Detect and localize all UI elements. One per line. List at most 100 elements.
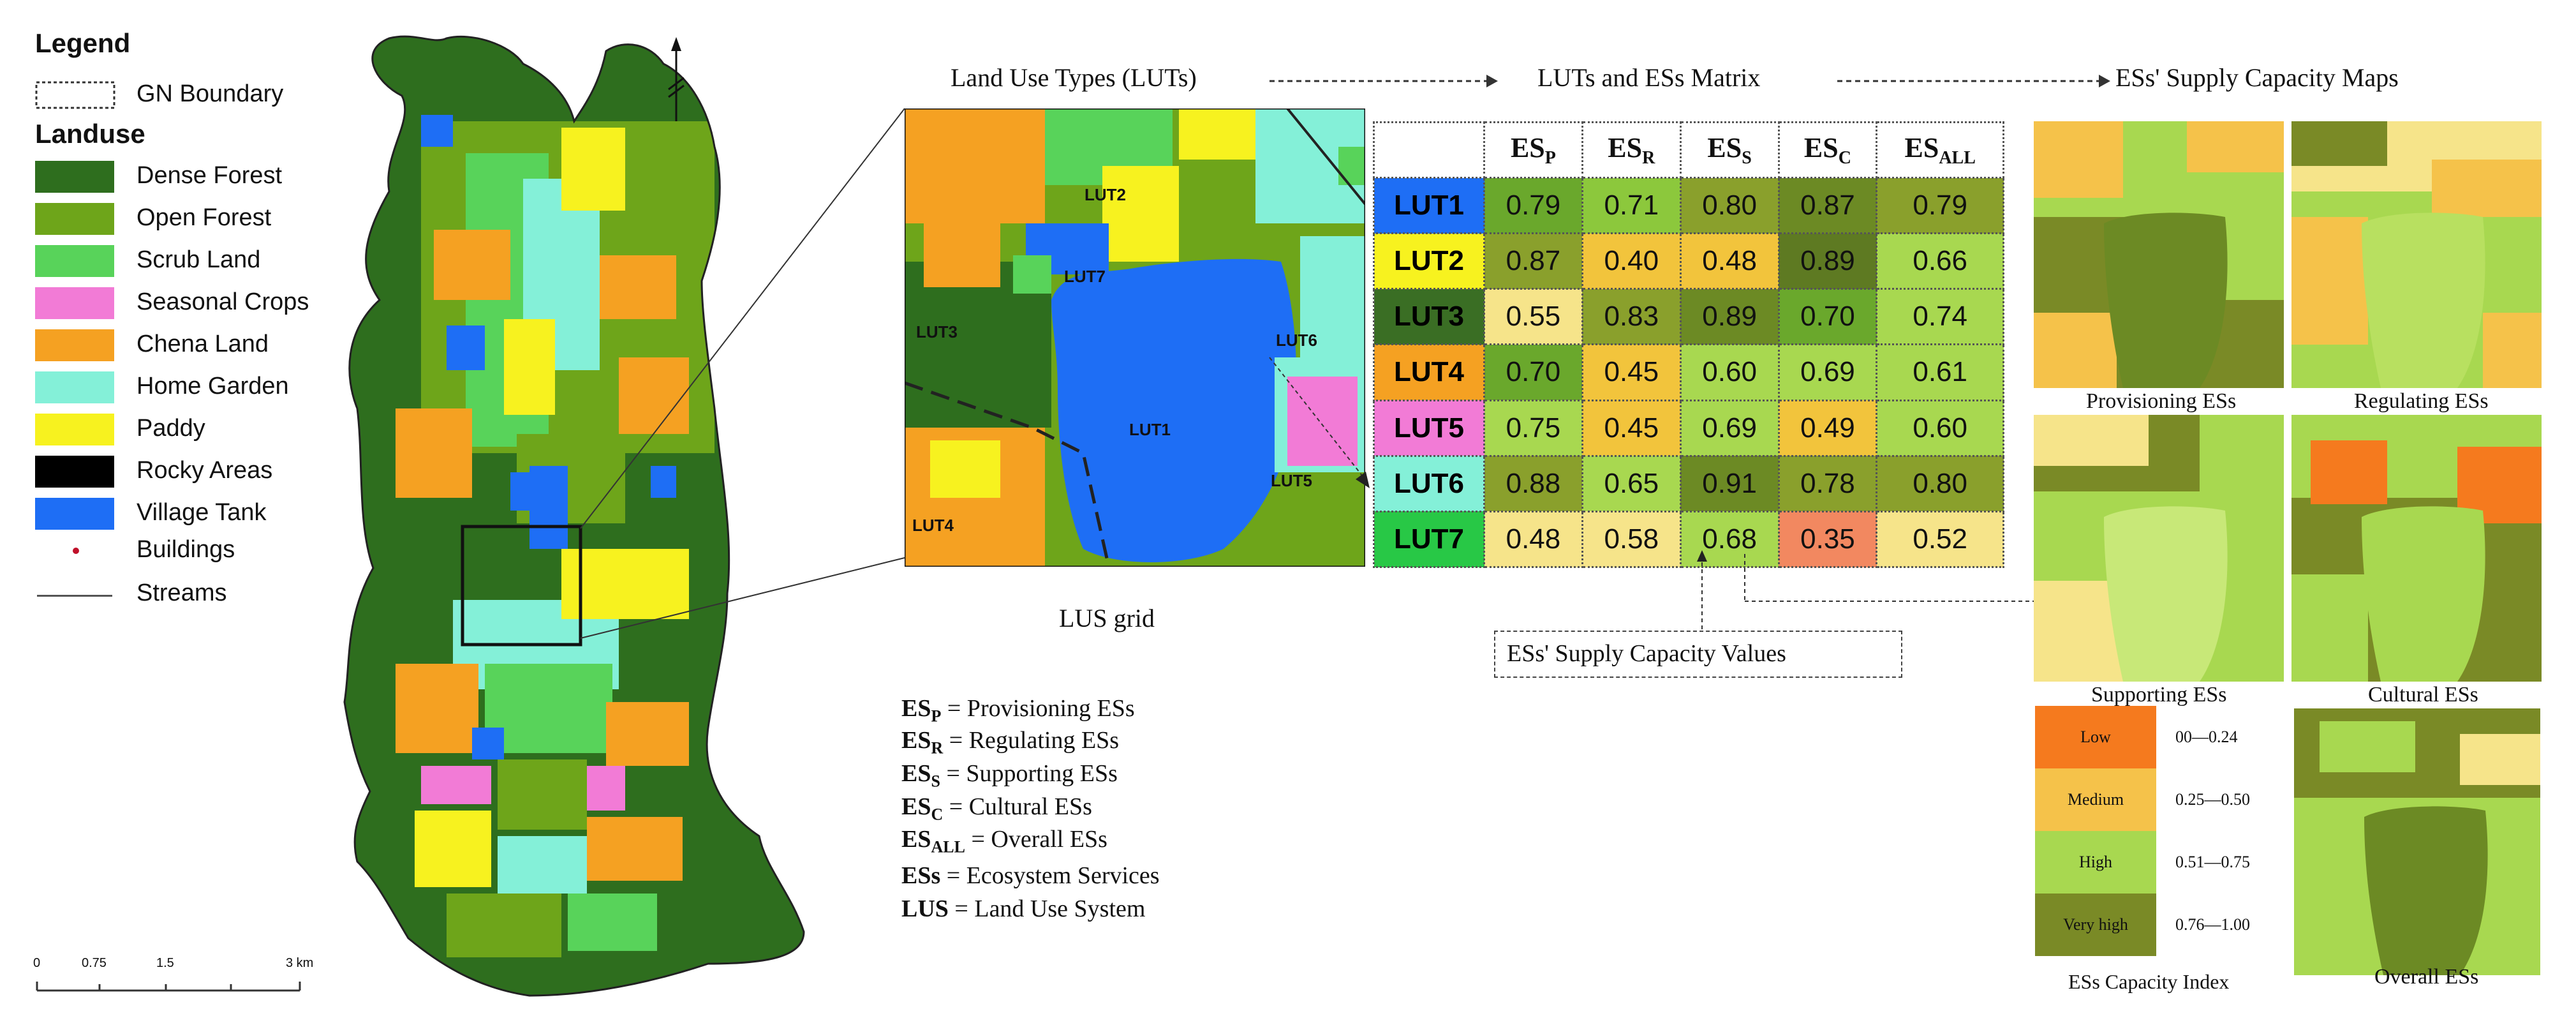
- capacity-swatch-low: Low: [2035, 706, 2156, 768]
- map-provisioning-caption: Provisioning ESs: [2086, 389, 2237, 413]
- map-cultural: [2291, 415, 2542, 682]
- map-overall: [2294, 708, 2540, 975]
- matrix-cell: 0.79: [1876, 176, 2004, 235]
- legend-label-paddy: Paddy: [137, 415, 205, 442]
- matrix-cell: 0.71: [1581, 176, 1682, 235]
- matrix-cell: 0.49: [1777, 399, 1878, 457]
- abbr-esall: ESALL = Overall ESs: [901, 826, 1107, 856]
- matrix-cell: 0.70: [1777, 288, 1878, 346]
- capacity-swatch-high: High: [2035, 831, 2156, 894]
- capacity-class-range: 0.76—1.00: [2175, 915, 2250, 934]
- matrix-cell: 0.65: [1581, 454, 1682, 512]
- capacity-swatch-medium: Medium: [2035, 768, 2156, 831]
- buildings-icon: [73, 548, 79, 554]
- matrix-cell: 0.40: [1581, 232, 1682, 290]
- matrix-cell: 0.79: [1483, 176, 1583, 235]
- scale-tick-3: 3 km: [286, 956, 314, 970]
- matrix-cell: 0.89: [1679, 288, 1780, 346]
- gn-boundary-label: GN Boundary: [137, 80, 284, 107]
- map-regulating: [2291, 121, 2542, 388]
- legend-label-home-garden: Home Garden: [137, 373, 289, 400]
- header-esall: ESALL: [1876, 121, 2004, 179]
- legend-swatch-open-forest: [35, 203, 114, 235]
- lus-label-lut6: LUT6: [1276, 331, 1317, 350]
- scale-tick-1: 0.75: [82, 956, 107, 970]
- matrix-row-lut1: LUT1 0.79 0.71 0.80 0.87 0.79: [1373, 176, 2004, 235]
- matrix-cell: 0.80: [1679, 176, 1780, 235]
- streams-label: Streams: [137, 580, 227, 606]
- matrix-cell: 0.58: [1581, 510, 1682, 569]
- abbr-ess-ecosystem: ESs = Ecosystem Services: [901, 862, 1160, 889]
- abbr-esc: ESC = Cultural ESs: [901, 793, 1092, 824]
- lus-label-lut3: LUT3: [916, 322, 958, 341]
- matrix-cell: 0.74: [1876, 288, 2004, 346]
- map-regulating-caption: Regulating ESs: [2354, 389, 2489, 413]
- legend-swatch-scrub-land: [35, 245, 114, 277]
- matrix-row-lut5: LUT5 0.75 0.45 0.69 0.49 0.60: [1373, 399, 2004, 457]
- matrix-cell: 0.78: [1777, 454, 1878, 512]
- lus-label-lut2: LUT2: [1084, 185, 1126, 204]
- matrix-cell: 0.88: [1483, 454, 1583, 512]
- matrix-row-lut2: LUT2 0.87 0.40 0.48 0.89 0.66: [1373, 232, 2004, 290]
- matrix-row-label: LUT2: [1373, 232, 1485, 290]
- lus-grid-map: [905, 108, 1365, 567]
- streams-icon: [37, 595, 112, 597]
- capacity-class-label: Medium: [2067, 790, 2124, 809]
- matrix-cell: 0.66: [1876, 232, 2004, 290]
- legend-swatch-chena-land: [35, 329, 114, 361]
- legend-label-open-forest: Open Forest: [137, 204, 272, 231]
- legend-label-dense-forest: Dense Forest: [137, 162, 283, 189]
- abbr-ess: ESS = Supporting ESs: [901, 760, 1118, 791]
- header-ess: ESS: [1679, 121, 1780, 179]
- legend-label-seasonal-crops: Seasonal Crops: [137, 288, 309, 315]
- flow-label-maps: ESs' Supply Capacity Maps: [2115, 63, 2399, 92]
- lus-grid-caption: LUS grid: [1059, 604, 1155, 632]
- map-supporting: [2034, 415, 2284, 682]
- flow-label-luts: Land Use Types (LUTs): [951, 63, 1197, 92]
- map-supporting-caption: Supporting ESs: [2091, 683, 2227, 707]
- legend-label-rocky-areas: Rocky Areas: [137, 457, 273, 484]
- lut-es-matrix: ESP ESR ESS ESC ESALL LUT1 0.79 0.71 0.80 0.…: [1373, 121, 2004, 569]
- map-provisioning: [2034, 121, 2284, 388]
- flow-label-matrix: LUTs and ESs Matrix: [1537, 63, 1761, 92]
- matrix-cell: 0.52: [1876, 510, 2004, 569]
- matrix-cell: 0.87: [1777, 176, 1878, 235]
- matrix-cell: 0.69: [1777, 343, 1878, 401]
- lus-label-lut1: LUT1: [1129, 420, 1171, 439]
- map-cultural-caption: Cultural ESs: [2368, 683, 2478, 707]
- matrix-cell: 0.91: [1679, 454, 1780, 512]
- legend-label-village-tank: Village Tank: [137, 499, 267, 526]
- matrix-cell: 0.48: [1679, 232, 1780, 290]
- matrix-cell: 0.87: [1483, 232, 1583, 290]
- matrix-cell: 0.89: [1777, 232, 1878, 290]
- values-caption-box: [1494, 631, 1902, 678]
- legend-label-scrub-land: Scrub Land: [137, 246, 261, 273]
- header-esc: ESC: [1777, 121, 1878, 179]
- capacity-class-label: Low: [2080, 728, 2111, 746]
- matrix-cell: 0.48: [1483, 510, 1583, 569]
- matrix-body: LUT1 0.79 0.71 0.80 0.87 0.79 LUT2 0.87 0.40 0.48…: [1373, 176, 2004, 569]
- matrix-corner: [1373, 121, 1485, 179]
- capacity-class-range: 00—0.24: [2175, 728, 2238, 746]
- capacity-class-label: High: [2079, 853, 2112, 871]
- matrix-row-label: LUT6: [1373, 454, 1485, 512]
- buildings-label: Buildings: [137, 536, 235, 563]
- matrix-row-lut6: LUT6 0.88 0.65 0.91 0.78 0.80: [1373, 454, 2004, 512]
- legend-label-chena-land: Chena Land: [137, 331, 269, 357]
- matrix-row-lut4: LUT4 0.70 0.45 0.60 0.69 0.61: [1373, 343, 2004, 401]
- matrix-cell: 0.80: [1876, 454, 2004, 512]
- matrix-cell: 0.70: [1483, 343, 1583, 401]
- legend-swatch-home-garden: [35, 371, 114, 403]
- capacity-class-range: 0.51—0.75: [2175, 853, 2250, 871]
- matrix-header-row: ESP ESR ESS ESC ESALL: [1373, 121, 2004, 179]
- matrix-cell: 0.35: [1777, 510, 1878, 569]
- map-overall-caption: Overall ESs: [2374, 965, 2479, 989]
- legend-swatch-dense-forest: [35, 161, 114, 193]
- capacity-swatch-very-high: Very high: [2035, 894, 2156, 956]
- abbr-esp: ESP = Provisioning ESs: [901, 695, 1135, 726]
- matrix-cell: 0.68: [1679, 510, 1780, 569]
- legend-swatch-rocky-areas: [35, 456, 114, 488]
- matrix-row-label: LUT7: [1373, 510, 1485, 569]
- scale-tick-0: 0: [33, 956, 41, 970]
- lus-label-lut7: LUT7: [1064, 267, 1106, 286]
